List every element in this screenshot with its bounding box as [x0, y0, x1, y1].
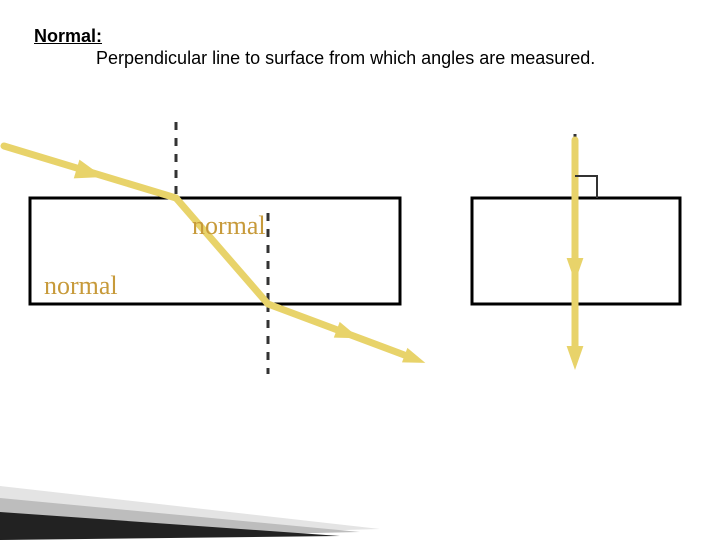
left-normal-label-bottom: normal — [44, 271, 118, 300]
diagram-stage: normal normal — [0, 0, 720, 540]
left-normal-label-top: normal — [192, 211, 266, 240]
left-ray-arrow-in — [74, 160, 104, 179]
right-ray-arrow-tip — [567, 346, 584, 370]
left-ray-arrow-out — [334, 322, 359, 338]
left-ray-arrow-tip — [402, 348, 425, 363]
